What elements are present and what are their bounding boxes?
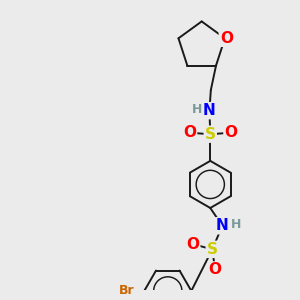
Text: O: O: [186, 237, 199, 252]
Text: S: S: [205, 127, 216, 142]
Text: N: N: [203, 103, 216, 118]
Text: O: O: [224, 125, 237, 140]
Text: H: H: [231, 218, 241, 231]
Text: Br: Br: [118, 284, 134, 297]
Text: S: S: [207, 242, 218, 257]
Text: O: O: [220, 31, 233, 46]
Text: O: O: [209, 262, 222, 278]
Text: O: O: [183, 125, 196, 140]
Text: N: N: [216, 218, 229, 233]
Text: H: H: [192, 103, 203, 116]
